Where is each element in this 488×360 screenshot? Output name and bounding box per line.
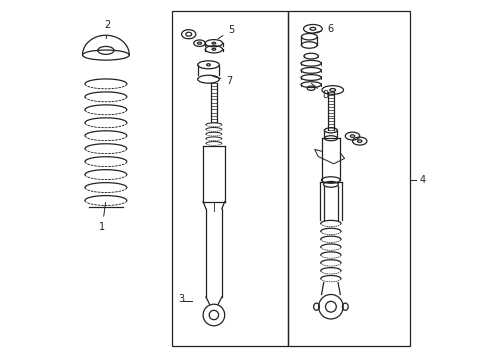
Text: 8: 8 [311, 84, 328, 100]
Bar [287, 11, 409, 346]
Text: 1: 1 [99, 203, 105, 232]
Text: 3: 3 [178, 294, 183, 305]
Text: 2: 2 [104, 20, 111, 39]
Bar [172, 11, 287, 346]
Text: 4: 4 [418, 175, 425, 185]
Text: 5: 5 [218, 25, 234, 39]
Text: 6: 6 [313, 24, 332, 34]
Text: 7: 7 [213, 76, 232, 86]
